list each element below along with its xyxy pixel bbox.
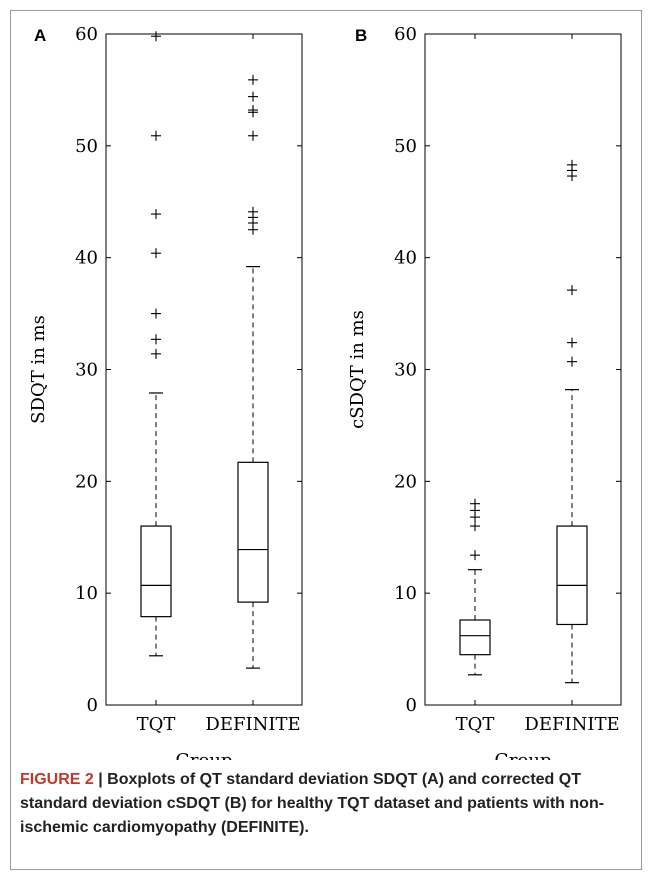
outlier-point: [151, 248, 161, 259]
y-tick-label: 20: [75, 471, 98, 492]
outlier-point: [248, 105, 258, 116]
outlier-point: [151, 348, 161, 359]
y-tick-label: 30: [75, 360, 98, 381]
outlier-point: [151, 334, 161, 345]
caption-label: FIGURE 2: [20, 771, 94, 788]
y-tick-label: 40: [75, 248, 98, 269]
x-tick-label: TQT: [456, 714, 495, 735]
boxplot-figure: A 0 10 20 30 40 50 60 SDQT in ms TQT DEFINITE Group…: [28, 24, 622, 760]
iqr-box: [140, 525, 172, 618]
y-tick-label: 0: [406, 695, 417, 716]
box-tqt: [459, 498, 491, 676]
outlier-point: [248, 130, 258, 141]
outlier-point: [567, 159, 577, 170]
caption-text: | Boxplots of QT standard deviation SDQT…: [20, 771, 605, 836]
outlier-point: [567, 285, 577, 296]
outlier-point: [248, 91, 258, 102]
iqr-box: [556, 525, 588, 626]
y-axis-label: SDQT in ms: [28, 315, 49, 424]
y-tick-label: 10: [75, 583, 98, 604]
x-tick-label: DEFINITE: [205, 714, 300, 735]
outlier-point: [151, 31, 161, 42]
outlier-point: [470, 521, 480, 532]
x-axis-label: Group: [495, 750, 552, 760]
outlier-point: [248, 206, 258, 217]
y-tick-label: 0: [87, 695, 98, 716]
outlier-point: [151, 209, 161, 220]
box-definite: [237, 74, 269, 669]
x-axis-label: Group: [176, 750, 233, 760]
y-tick-label: 50: [394, 136, 417, 157]
outlier-point: [470, 550, 480, 561]
figure-frame: [10, 10, 642, 870]
y-tick-label: 60: [75, 24, 98, 45]
box-tqt: [140, 31, 172, 657]
figure-caption: FIGURE 2 | Boxplots of QT standard devia…: [20, 768, 630, 840]
box-definite: [556, 159, 588, 684]
outlier-point: [567, 337, 577, 348]
y-tick-label: 50: [75, 136, 98, 157]
iqr-box: [459, 619, 491, 656]
panel-b: B 0 10 20 30 40 50 60 cSDQT in ms TQT DEFINITE Grou…: [347, 24, 622, 760]
panel-letter: A: [34, 26, 46, 45]
plot-frame: [424, 33, 622, 706]
x-tick-label: DEFINITE: [524, 714, 619, 735]
outlier-point: [470, 498, 480, 509]
y-tick-label: 60: [394, 24, 417, 45]
outlier-point: [151, 130, 161, 141]
y-tick-label: 30: [394, 360, 417, 381]
plot-frame: [105, 33, 303, 706]
iqr-box: [237, 461, 269, 603]
outlier-point: [567, 356, 577, 367]
outlier-point: [248, 74, 258, 85]
outlier-point: [151, 308, 161, 319]
y-tick-label: 10: [394, 583, 417, 604]
panel-a: A 0 10 20 30 40 50 60 SDQT in ms TQT DEFINITE Group: [28, 24, 303, 760]
y-tick-label: 40: [394, 248, 417, 269]
y-axis-label: cSDQT in ms: [347, 310, 368, 429]
x-tick-label: TQT: [137, 714, 176, 735]
panel-letter: B: [355, 26, 367, 45]
y-tick-label: 20: [394, 471, 417, 492]
